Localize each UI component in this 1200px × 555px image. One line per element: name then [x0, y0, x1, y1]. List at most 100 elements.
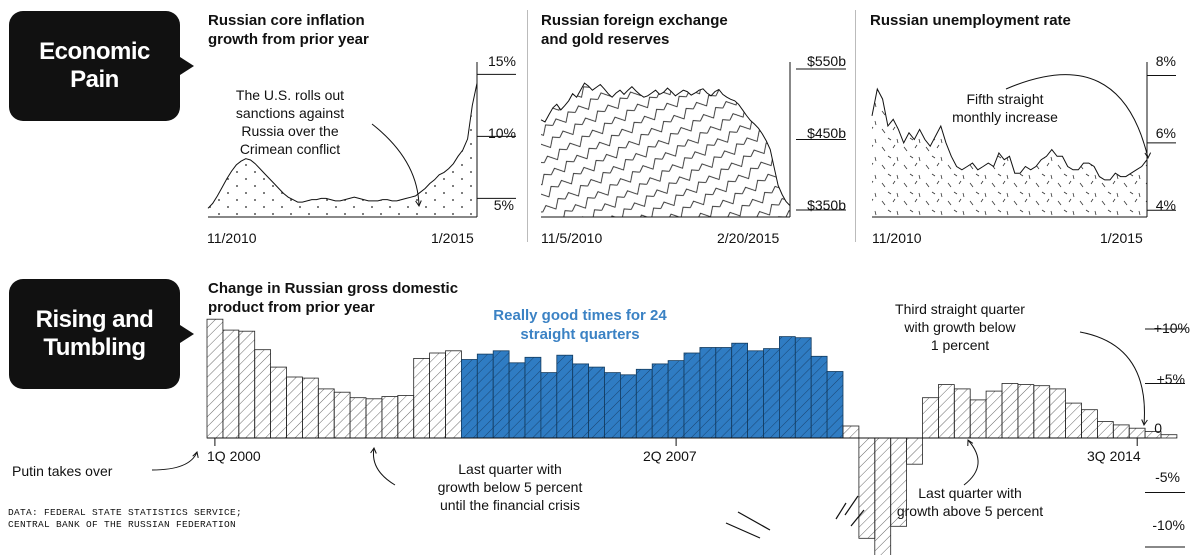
gdp-bar	[588, 366, 605, 439]
reserves-x-end: 2/20/2015	[717, 230, 780, 246]
unemployment-title: Russian unemployment rate	[870, 12, 1071, 29]
gdp-bar	[1081, 409, 1098, 439]
inflation-arrow	[371, 123, 420, 207]
third-arrow	[1079, 331, 1145, 426]
gdp-bar	[731, 342, 749, 439]
emphasis-stroke	[835, 502, 847, 520]
gdp-bar	[715, 347, 733, 439]
gdp-bar	[524, 356, 542, 439]
gdp-bar	[1065, 402, 1082, 439]
inflation-line	[207, 82, 478, 209]
gdp-bar	[938, 384, 955, 439]
gdp-bar	[301, 377, 319, 439]
section-label-rising-tumbling: Rising and Tumbling	[9, 279, 194, 389]
gdp-bar	[779, 336, 796, 439]
gdp-y-tick: -10%	[1152, 517, 1185, 533]
gdp-bar	[651, 363, 669, 439]
inflation-y-tick: 5%	[493, 197, 514, 213]
gdp-y-tick: 0	[1154, 420, 1162, 436]
inflation-x-end: 1/2015	[431, 230, 474, 246]
emphasis-stroke	[725, 522, 761, 539]
gdp-chart	[206, 318, 1185, 555]
unemployment-chart	[871, 62, 1176, 218]
unemployment-arrow-head	[1144, 152, 1152, 160]
unemployment-arrow	[1005, 74, 1149, 159]
gdp-bar	[254, 349, 271, 439]
gdp-bar	[890, 437, 908, 527]
annotation-arrows	[151, 74, 1152, 539]
gdp-y-tick: +10%	[1153, 320, 1190, 336]
gdp-bar	[1017, 384, 1035, 439]
gdp-bar	[476, 353, 494, 439]
inflation-annotation: The U.S. rolls out sanctions against Russ…	[235, 87, 345, 157]
gdp-bar	[906, 437, 923, 465]
low5-arrow-head	[370, 446, 377, 454]
reserves-area	[541, 83, 790, 217]
gdp-bar	[429, 352, 446, 439]
inflation-x-start: 11/2010	[207, 230, 257, 246]
gdp-bar	[683, 352, 701, 439]
gdp-bar	[445, 350, 462, 439]
gdp-bar	[620, 374, 637, 439]
gdp-bar	[492, 350, 510, 439]
start-arrow-head	[192, 451, 199, 458]
reserves-y-tick: $350b	[807, 197, 846, 213]
gdp-bar	[540, 372, 558, 439]
gdp-annotation-third: Third straight quarter with growth below 1…	[895, 301, 1025, 353]
gdp-bar	[572, 363, 590, 439]
gdp-bar	[270, 366, 287, 439]
unemployment-x-start: 11/2010	[872, 230, 922, 246]
third-arrow-head	[1141, 419, 1148, 427]
gdp-annotation-low5: Last quarter with growth below 5 percent u…	[437, 461, 583, 513]
gdp-bar	[874, 437, 892, 555]
gdp-bar	[1112, 424, 1130, 439]
inflation-y-tick: 15%	[487, 53, 516, 69]
gdp-bar	[333, 391, 351, 439]
reserves-y-tick: $550b	[807, 53, 846, 69]
gdp-bar	[699, 347, 717, 439]
emphasis-stroke	[844, 495, 859, 516]
reserves-x-start: 11/5/2010	[541, 230, 603, 246]
gdp-bar	[953, 388, 971, 439]
high5-arrow	[963, 439, 979, 486]
unemployment-annotation: Fifth straight monthly increase	[952, 91, 1058, 125]
emphasis-stroke	[737, 511, 771, 531]
unemployment-area	[872, 89, 1147, 217]
gdp-bar	[222, 329, 240, 439]
gdp-bar	[747, 350, 764, 439]
reserves-line	[540, 82, 791, 207]
gdp-y-tick: -5%	[1155, 469, 1180, 485]
gdp-bar	[985, 390, 1003, 439]
gdp-bar	[842, 425, 860, 439]
unemployment-y-tick: 6%	[1155, 125, 1176, 141]
emphasis-stroke	[850, 509, 865, 527]
gdp-bar	[763, 348, 780, 439]
gdp-bar	[1033, 385, 1051, 439]
gdp-annotation-high5: Last quarter with growth above 5 percent	[896, 485, 1044, 519]
gdp-bar	[349, 397, 367, 439]
gdp-bar	[286, 376, 303, 439]
reserves-y-tick: $450b	[807, 125, 846, 141]
start-arrow	[151, 451, 198, 471]
inflation-area	[208, 83, 477, 217]
inflation-title: Russian core inflation growth from prior …	[208, 12, 369, 48]
gdp-bar	[1128, 427, 1146, 439]
low5-arrow	[372, 447, 396, 486]
reserves-chart	[540, 62, 846, 218]
gdp-annotation-start: Putin takes over	[12, 463, 113, 479]
gdp-bar	[635, 368, 653, 439]
gdp-bar	[206, 318, 224, 439]
gdp-bar	[1160, 434, 1178, 439]
gdp-bar	[667, 360, 685, 439]
gdp-bar	[810, 355, 828, 439]
gdp-bar	[858, 437, 876, 539]
gdp-bar	[508, 362, 526, 439]
reserves-title: Russian foreign exchange and gold reserve…	[541, 12, 728, 48]
gdp-bar	[922, 397, 939, 439]
high5-arrow-head	[967, 439, 974, 447]
gdp-x-label: 3Q 2014	[1087, 448, 1141, 464]
gdp-bar	[317, 388, 335, 439]
gdp-bar	[1144, 431, 1162, 439]
